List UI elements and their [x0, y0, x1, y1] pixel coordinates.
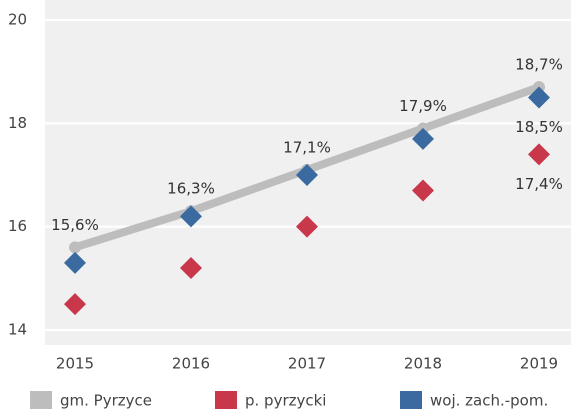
- diamond: [528, 86, 550, 109]
- value-label: 17,9%: [399, 97, 447, 115]
- x-tick-label: 2017: [288, 355, 326, 373]
- value-label: 17,1%: [283, 138, 331, 156]
- y-tick-label: 16: [8, 217, 27, 235]
- diamond: [412, 127, 434, 150]
- legend-label: p. pyrzycki: [245, 392, 326, 410]
- value-label: 17,4%: [515, 175, 563, 193]
- y-tick-label: 14: [8, 321, 27, 339]
- diamond: [64, 293, 86, 316]
- diamond: [296, 164, 318, 186]
- x-tick-label: 2019: [520, 355, 558, 373]
- x-tick-label: 2015: [56, 355, 94, 373]
- diamond: [412, 179, 434, 202]
- x-tick-label: 2018: [404, 355, 442, 373]
- legend-label: woj. zach.-pom.: [430, 392, 548, 410]
- y-tick-label: 18: [8, 114, 27, 132]
- x-tick-label: 2016: [172, 355, 210, 373]
- legend-swatch: [215, 391, 237, 409]
- value-label: 16,3%: [167, 180, 215, 198]
- diamond: [528, 143, 550, 166]
- value-label: 18,7%: [515, 56, 563, 74]
- diamond: [180, 257, 202, 279]
- value-label: 18,5%: [515, 118, 563, 136]
- diamond: [180, 205, 202, 228]
- legend-swatch: [30, 391, 52, 409]
- value-label: 15,6%: [51, 216, 99, 234]
- legend-swatch: [400, 391, 422, 409]
- diamond: [64, 251, 86, 274]
- y-tick-label: 20: [8, 11, 27, 29]
- legend-label: gm. Pyrzyce: [60, 392, 152, 410]
- diamond: [296, 215, 318, 238]
- point: [69, 241, 81, 254]
